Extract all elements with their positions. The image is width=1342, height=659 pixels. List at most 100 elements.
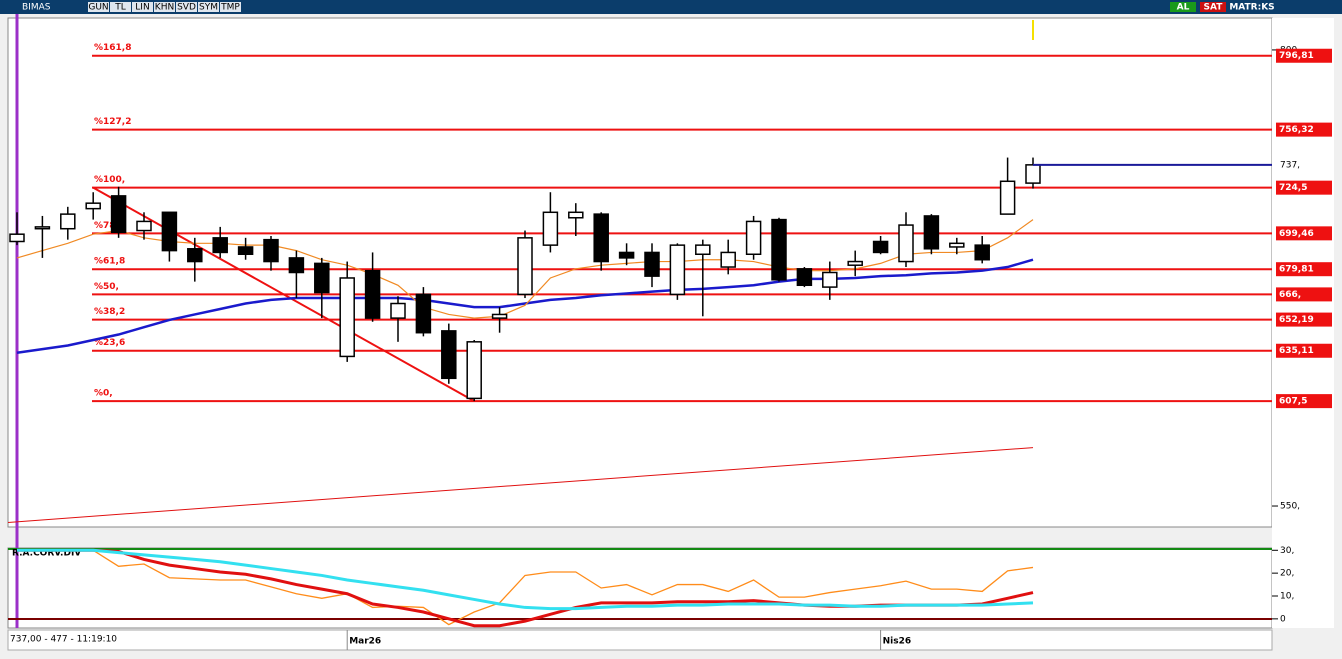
toolbar-button[interactable]: [1230, 2, 1275, 12]
candle-body: [822, 271, 838, 288]
toolbar-button[interactable]: [1170, 2, 1196, 12]
toolbar-label[interactable]: LIN: [135, 3, 149, 13]
fib-value-label: 724,5: [1279, 183, 1307, 193]
candle-body: [872, 240, 889, 254]
candle-body: [60, 213, 76, 230]
candle-body: [288, 257, 305, 274]
candle-body: [9, 233, 25, 243]
x-tick-label: Mar26: [349, 637, 381, 647]
candle-body: [720, 251, 736, 268]
toolbar-button[interactable]: [132, 2, 153, 12]
toolbar-button[interactable]: [220, 2, 241, 12]
toolbar-label[interactable]: MATR:KS: [1229, 3, 1274, 13]
candle-body: [771, 218, 787, 281]
candle-body: [415, 293, 432, 334]
indicator-title: R.A.CORV.DIV: [12, 549, 81, 559]
candle-body: [745, 220, 762, 256]
y-tick-label: 10,: [1280, 592, 1294, 602]
fib-value-label: 635,11: [1279, 346, 1314, 356]
candle-body: [517, 237, 533, 296]
fib-value-box: [1276, 394, 1332, 409]
candle-body: [847, 260, 863, 266]
fib-value-label: 652,19: [1279, 315, 1314, 325]
toolbar-button[interactable]: [110, 2, 131, 12]
toolbar-label[interactable]: TL: [114, 3, 126, 13]
status: 737,00 - 477 - 11:19:10: [10, 635, 117, 645]
candle-body: [593, 213, 609, 263]
candle-body: [1025, 164, 1041, 184]
fib-value-box: [1276, 122, 1332, 137]
fib-value-label: 679,81: [1279, 265, 1314, 275]
candle-body: [441, 330, 457, 380]
toolbar-button[interactable]: [176, 2, 197, 12]
y-tick-label: 20,: [1280, 569, 1294, 579]
candle-body: [85, 202, 101, 210]
candle-body: [644, 251, 660, 277]
fib-label: %78,6: [94, 221, 125, 231]
candle-body: [212, 237, 228, 254]
toolbar-label[interactable]: SVD: [177, 3, 196, 13]
date-axis: [7, 629, 1273, 651]
fib-value-label: 756,32: [1279, 125, 1314, 135]
candle-body: [466, 341, 482, 400]
candle-body: [314, 262, 330, 294]
fib-label: %161,8: [94, 43, 132, 53]
fib-value-box: [1276, 312, 1332, 327]
toolbar-label[interactable]: KHN: [155, 3, 174, 13]
toolbar: [0, 0, 1342, 14]
candle-body: [669, 244, 686, 296]
candle-body: [949, 242, 965, 248]
candle-body: [491, 313, 508, 319]
fib-value-box: [1276, 48, 1332, 63]
fib-label: %50,: [94, 282, 119, 292]
candle-body: [110, 195, 127, 234]
moving-average: [16, 219, 1034, 319]
candle-body: [618, 251, 635, 259]
candle-body: [796, 268, 813, 287]
trendline: [7, 447, 1034, 523]
toolbar-label[interactable]: GUN: [88, 3, 108, 13]
fib-label: %127,2: [94, 117, 132, 127]
fib-value-box: [1276, 262, 1332, 277]
fib-value-label: 699,46: [1279, 229, 1314, 239]
y-tick-label: 0: [1280, 614, 1286, 624]
price-panel: [7, 17, 1273, 528]
candle-body: [695, 244, 711, 256]
candle-body: [34, 226, 51, 230]
fib-value-box: [1276, 287, 1332, 302]
fib-label: %61,8: [94, 257, 125, 267]
fib-value-box: [1276, 180, 1332, 195]
fib-value-box: [1276, 226, 1332, 241]
toolbar-label[interactable]: SYM: [199, 3, 218, 13]
y-tick-label: 550,: [1280, 502, 1300, 512]
candle-body: [390, 302, 406, 319]
candle-body: [974, 244, 990, 261]
fib-label: %0,: [94, 389, 113, 399]
toolbar-button[interactable]: [198, 2, 219, 12]
toolbar-label[interactable]: TMP: [220, 3, 240, 13]
candle-body: [237, 246, 254, 256]
last-price-label: 737,: [1280, 160, 1300, 170]
indicator-line: [17, 549, 1034, 626]
fib-value-label: 607,5: [1279, 397, 1307, 407]
candle-body: [898, 224, 914, 263]
fib-value-label: 666,: [1279, 290, 1301, 300]
toolbar-label[interactable]: SAT: [1204, 3, 1224, 13]
toolbar-label[interactable]: AL: [1177, 3, 1190, 13]
fib-swing: [92, 186, 475, 402]
fib-label: %23,6: [94, 338, 125, 348]
candle-body: [263, 238, 279, 263]
candle-body: [999, 180, 1016, 215]
toolbar-button[interactable]: [1200, 2, 1226, 12]
symbol[interactable]: BIMAS: [22, 3, 51, 13]
fib-label: %38,2: [94, 307, 125, 317]
toolbar-button[interactable]: [154, 2, 175, 12]
fib-value-label: 796,81: [1279, 51, 1314, 61]
candle-body: [136, 220, 152, 232]
candle-body: [187, 248, 203, 263]
fib-label: %100,: [94, 175, 125, 185]
candle-body: [339, 277, 355, 358]
moving-average: [16, 258, 1034, 355]
toolbar-button[interactable]: [88, 2, 109, 12]
